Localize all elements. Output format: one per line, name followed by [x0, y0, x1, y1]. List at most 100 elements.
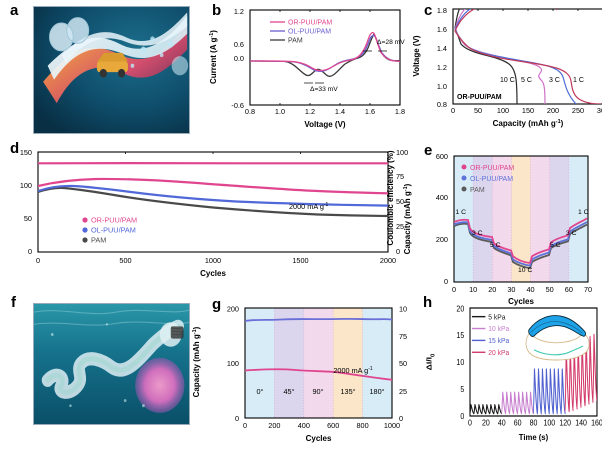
svg-text:OL-PUU/PAM: OL-PUU/PAM	[91, 226, 136, 235]
svg-text:60: 60	[514, 418, 522, 428]
svg-text:0: 0	[468, 418, 472, 428]
svg-text:0.8: 0.8	[245, 107, 255, 116]
svg-text:15: 15	[456, 331, 464, 341]
svg-text:Coulombic efficiency (%): Coulombic efficiency (%)	[386, 150, 395, 245]
svg-text:60: 60	[565, 285, 573, 294]
svg-text:70: 70	[584, 285, 592, 294]
svg-text:OL-PUU/PAM: OL-PUU/PAM	[288, 29, 331, 36]
svg-text:25: 25	[399, 387, 407, 396]
svg-text:1 C: 1 C	[573, 77, 584, 84]
svg-text:0.0: 0.0	[234, 54, 244, 63]
svg-text:1.6: 1.6	[365, 107, 375, 116]
svg-text:75: 75	[399, 332, 407, 341]
svg-text:0: 0	[460, 412, 464, 422]
svg-text:2000 mA g-1: 2000 mA g-1	[333, 366, 373, 375]
svg-text:80: 80	[530, 418, 538, 428]
svg-text:1.4: 1.4	[437, 44, 447, 53]
svg-text:135°: 135°	[340, 387, 355, 396]
svg-text:75: 75	[396, 172, 404, 181]
svg-text:Δ=33 mV: Δ=33 mV	[310, 86, 338, 93]
svg-text:30: 30	[507, 285, 515, 294]
svg-text:100: 100	[396, 148, 408, 157]
svg-text:1.6: 1.6	[437, 25, 447, 34]
svg-text:10 C: 10 C	[500, 77, 515, 84]
svg-text:2000: 2000	[380, 256, 396, 265]
svg-text:0: 0	[451, 106, 455, 115]
svg-text:PAM: PAM	[91, 236, 106, 245]
svg-text:1500: 1500	[292, 256, 308, 265]
svg-text:20: 20	[482, 418, 490, 428]
svg-text:1.8: 1.8	[395, 107, 405, 116]
svg-text:600: 600	[436, 152, 448, 161]
svg-text:3 C: 3 C	[566, 230, 577, 237]
svg-text:1000: 1000	[205, 256, 221, 265]
svg-text:10: 10	[469, 285, 477, 294]
svg-text:PAM: PAM	[288, 38, 303, 45]
svg-text:3 C: 3 C	[472, 230, 483, 237]
svg-text:Cycles: Cycles	[200, 269, 226, 278]
svg-text:0: 0	[28, 247, 32, 256]
svg-text:20: 20	[456, 304, 464, 314]
svg-text:40: 40	[498, 418, 506, 428]
svg-text:OR-PUU/PAM: OR-PUU/PAM	[457, 94, 502, 101]
svg-text:50: 50	[546, 285, 554, 294]
svg-text:300: 300	[597, 106, 602, 115]
svg-text:10: 10	[399, 305, 407, 314]
svg-text:1 C: 1 C	[456, 209, 467, 216]
svg-text:50: 50	[24, 214, 32, 223]
svg-text:45°: 45°	[283, 387, 294, 396]
svg-text:1.0: 1.0	[437, 82, 447, 91]
svg-text:140: 140	[575, 418, 587, 428]
svg-text:OR-PUU/PAM: OR-PUU/PAM	[288, 20, 332, 27]
svg-text:10 kPa: 10 kPa	[488, 325, 509, 333]
svg-text:100: 100	[497, 106, 509, 115]
svg-text:10 C: 10 C	[518, 267, 532, 274]
svg-text:1.0: 1.0	[275, 107, 285, 116]
svg-text:1000: 1000	[384, 421, 400, 430]
svg-text:250: 250	[572, 106, 584, 115]
svg-text:160: 160	[591, 418, 602, 428]
svg-text:PAM: PAM	[470, 187, 485, 194]
svg-text:100: 100	[544, 418, 556, 428]
svg-text:1.8: 1.8	[437, 6, 447, 15]
svg-text:200: 200	[547, 106, 559, 115]
svg-text:5 C: 5 C	[490, 242, 501, 249]
svg-text:150: 150	[522, 106, 534, 115]
svg-text:90°: 90°	[312, 387, 323, 396]
svg-text:Voltage (V): Voltage (V)	[304, 120, 346, 129]
svg-text:1.2: 1.2	[234, 7, 244, 16]
svg-text:Cycles: Cycles	[508, 297, 534, 306]
svg-text:0.6: 0.6	[234, 40, 244, 49]
svg-text:10: 10	[456, 358, 464, 368]
svg-text:Voltage (V): Voltage (V)	[412, 35, 421, 77]
svg-text:100: 100	[227, 359, 239, 368]
svg-text:-0.6: -0.6	[231, 101, 244, 110]
svg-text:1.4: 1.4	[335, 107, 345, 116]
svg-text:150: 150	[20, 148, 32, 157]
svg-text:200: 200	[268, 421, 280, 430]
svg-text:1.2: 1.2	[437, 63, 447, 72]
svg-text:Current (A g-1): Current (A g-1)	[209, 30, 218, 84]
svg-text:Cycles: Cycles	[306, 434, 332, 443]
svg-text:0°: 0°	[257, 387, 264, 396]
svg-text:0: 0	[235, 414, 239, 423]
svg-text:ΔI/I0: ΔI/I0	[425, 354, 436, 371]
svg-text:5 C: 5 C	[521, 77, 532, 84]
svg-text:120: 120	[559, 418, 571, 428]
svg-text:600: 600	[327, 421, 339, 430]
svg-text:Δ=28 mV: Δ=28 mV	[377, 39, 405, 46]
svg-text:1 C: 1 C	[578, 209, 589, 216]
svg-text:5 C: 5 C	[550, 242, 561, 249]
svg-text:0: 0	[243, 421, 247, 430]
svg-text:Capacity (mAh g-1): Capacity (mAh g-1)	[192, 326, 201, 397]
svg-text:5: 5	[460, 385, 464, 395]
svg-text:OR-PUU/PAM: OR-PUU/PAM	[470, 165, 514, 172]
svg-text:Capacity (mAh g-1): Capacity (mAh g-1)	[403, 183, 412, 254]
svg-text:Capacity (mAh g-1): Capacity (mAh g-1)	[493, 119, 564, 128]
svg-text:1.2: 1.2	[305, 107, 315, 116]
svg-text:15 kPa: 15 kPa	[488, 337, 509, 345]
svg-text:400: 400	[298, 421, 310, 430]
svg-text:OL-PUU/PAM: OL-PUU/PAM	[470, 176, 513, 183]
svg-text:0: 0	[36, 256, 40, 265]
svg-text:800: 800	[357, 421, 369, 430]
